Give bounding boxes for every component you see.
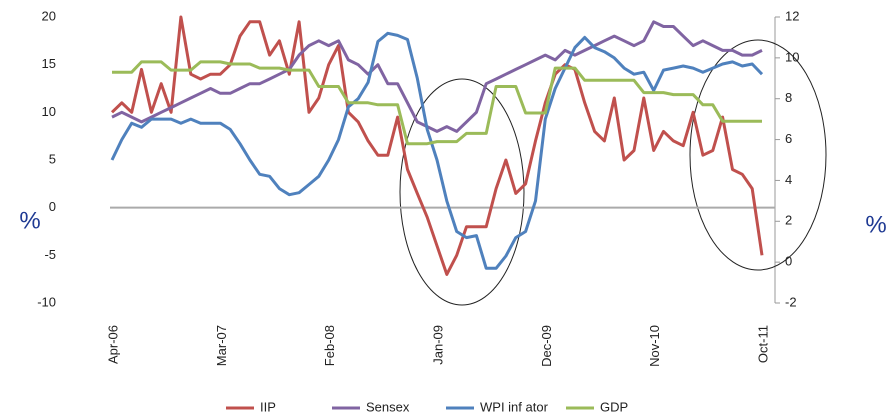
- y-tick-label: -10: [37, 294, 56, 309]
- legend-label: WPI inf ator: [480, 399, 549, 414]
- y-axis-label: %: [19, 207, 40, 234]
- legend-label: IIP: [260, 399, 276, 414]
- x-tick-label: Apr-06: [105, 325, 120, 364]
- series-line: [110, 15, 764, 276]
- series-line: [111, 20, 763, 133]
- y-tick-label: 20: [42, 8, 56, 23]
- y-tick-label: 10: [42, 104, 56, 119]
- legend-label: Sensex: [366, 399, 410, 414]
- y-tick-label: 15: [42, 56, 56, 71]
- y-tick-label: 5: [49, 151, 56, 166]
- x-tick-label: Mar-07: [214, 325, 229, 366]
- y2-tick-label: 6: [785, 131, 792, 146]
- series-line: [112, 60, 762, 146]
- y2-tick-label: 8: [785, 90, 792, 105]
- y2-tick-label: 2: [785, 213, 792, 228]
- annotation-ellipse: [689, 39, 827, 271]
- y2-tick-label: -2: [785, 294, 797, 309]
- annotation-ellipse: [399, 78, 525, 306]
- x-tick-label: Feb-08: [322, 325, 337, 366]
- series-line: [110, 31, 764, 270]
- y-tick-label: 0: [49, 199, 56, 214]
- y2-axis-label: %: [865, 211, 886, 238]
- x-tick-label: Nov-10: [647, 325, 662, 367]
- x-tick-label: Oct-11: [755, 325, 770, 363]
- y2-tick-label: 12: [785, 8, 799, 23]
- y2-tick-label: 0: [785, 254, 792, 269]
- y2-tick-label: 10: [785, 49, 799, 64]
- x-tick-label: Dec-09: [539, 325, 554, 367]
- legend-label: GDP: [600, 399, 628, 414]
- x-tick-label: Jan-09: [430, 325, 445, 365]
- y-tick-label: -5: [44, 247, 56, 262]
- y2-tick-label: 4: [785, 172, 792, 187]
